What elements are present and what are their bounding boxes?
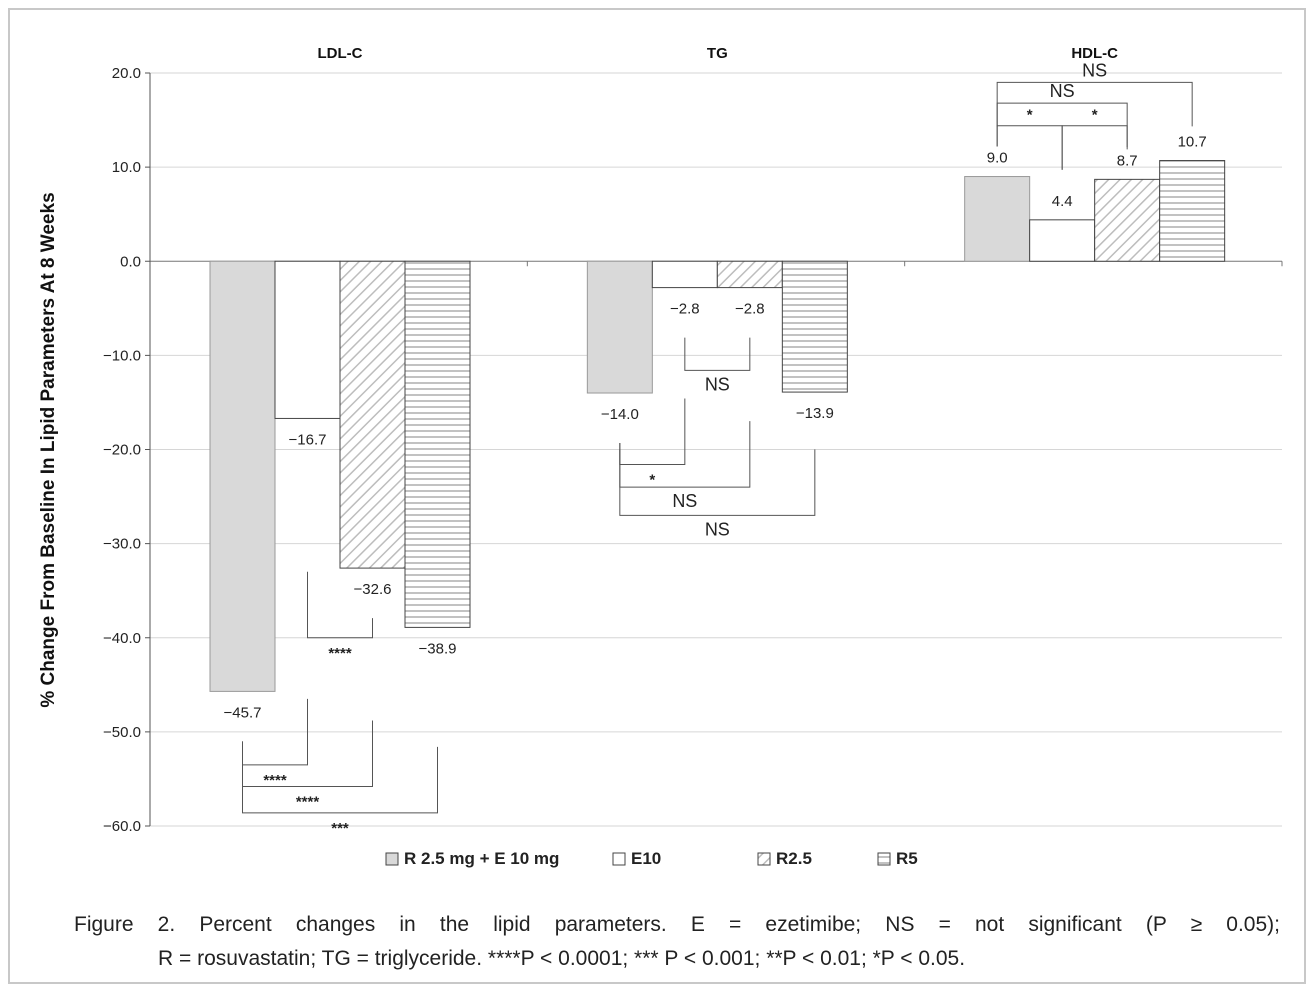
bar	[781, 260, 848, 393]
legend-swatch	[612, 852, 626, 866]
bar	[1159, 160, 1226, 262]
significance-label: ****	[296, 793, 320, 810]
bars	[209, 160, 1226, 692]
caption-line-1: Figure 2. Percent changes in the lipid p…	[74, 913, 1280, 936]
value-label: 10.7	[1178, 134, 1207, 151]
significance-bracket	[307, 571, 373, 639]
legend: R 2.5 mg + E 10 mg E10 R2.5 R5	[385, 849, 918, 868]
y-tick-label: −30.0	[103, 536, 141, 553]
value-label: 8.7	[1117, 152, 1138, 169]
panel-titles: LDL-C TG HDL-C	[318, 45, 1119, 62]
legend-swatch	[877, 852, 891, 866]
y-axis-label: % Change From Baseline In Lipid Paramete…	[38, 192, 59, 707]
legend-label: R5	[896, 849, 918, 868]
y-tick-label: −50.0	[103, 724, 141, 741]
legend-label: E10	[631, 849, 661, 868]
significance-label: NS	[705, 519, 730, 539]
bar	[716, 260, 783, 289]
y-tick-label: 10.0	[112, 159, 141, 176]
panel-title: TG	[707, 45, 728, 62]
bar	[651, 260, 718, 289]
value-label: −16.7	[289, 431, 327, 448]
value-label: 9.0	[987, 150, 1008, 167]
lipid-bar-chart: 20.0 10.0 0.0 −10.0 −20.0 −30.0 −40.0 −50.0 −60.…	[38, 45, 1283, 868]
significance-label: *	[649, 472, 655, 489]
legend-label: R 2.5 mg + E 10 mg	[404, 849, 559, 868]
y-tick-label: −60.0	[103, 818, 141, 835]
significance-label: NS	[672, 491, 697, 511]
significance-label: *	[1092, 107, 1098, 124]
legend-swatch	[757, 852, 771, 866]
value-label: −13.9	[796, 405, 834, 422]
y-tick-label: 0.0	[120, 253, 141, 270]
significance-label: NS	[1082, 60, 1107, 80]
panel-title: LDL-C	[318, 45, 363, 62]
legend-label: R2.5	[776, 849, 812, 868]
bar	[274, 260, 341, 419]
significance-label: ****	[263, 772, 287, 789]
figure-frame: 20.0 10.0 0.0 −10.0 −20.0 −30.0 −40.0 −50.0 −60.…	[8, 8, 1306, 984]
value-label: −2.8	[735, 301, 765, 318]
bar	[209, 260, 276, 692]
value-label: −32.6	[354, 581, 392, 598]
y-tick-label: −40.0	[103, 630, 141, 647]
bar	[1094, 178, 1161, 262]
value-label: −2.8	[670, 301, 700, 318]
value-label: 4.4	[1052, 193, 1073, 210]
value-label: −14.0	[601, 406, 639, 423]
bar	[404, 260, 471, 628]
significance-bracket	[996, 81, 1193, 127]
bar	[1029, 219, 1096, 262]
value-label: −38.9	[419, 640, 457, 657]
panel-title: HDL-C	[1071, 45, 1118, 62]
significance-bracket	[242, 746, 438, 814]
legend-swatch	[385, 852, 399, 866]
caption-line-2: R = rosuvastatin; TG = triglyceride. ***…	[158, 947, 966, 970]
significance-label: ****	[328, 645, 352, 662]
bar	[586, 260, 653, 394]
significance-label: ***	[331, 820, 349, 837]
significance-bracket	[684, 337, 751, 371]
significance-label: NS	[705, 374, 730, 394]
value-label: −45.7	[224, 704, 262, 721]
significance-label: NS	[1050, 81, 1075, 101]
significance-bracket	[619, 449, 816, 516]
figure-caption: Figure 2. Percent changes in the lipid p…	[74, 908, 1280, 976]
y-tick-label: −10.0	[103, 347, 141, 364]
value-labels: −45.7 −14.0 9.0 −16.7 −2.8 4.4 −32.6 −2.8 8.7 −38…	[224, 134, 1207, 722]
y-axis: 20.0 10.0 0.0 −10.0 −20.0 −30.0 −40.0 −50.0 −60.…	[103, 65, 151, 835]
significance-label: *	[1027, 107, 1033, 124]
y-tick-label: 20.0	[112, 65, 141, 82]
y-tick-label: −20.0	[103, 442, 141, 459]
bar	[964, 176, 1031, 262]
bar	[339, 260, 406, 569]
